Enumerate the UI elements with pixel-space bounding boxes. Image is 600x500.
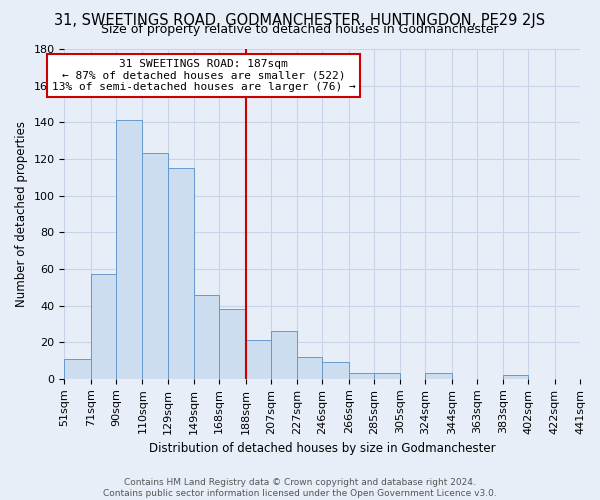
Text: Size of property relative to detached houses in Godmanchester: Size of property relative to detached ho… (101, 22, 499, 36)
Text: 31, SWEETINGS ROAD, GODMANCHESTER, HUNTINGDON, PE29 2JS: 31, SWEETINGS ROAD, GODMANCHESTER, HUNTI… (55, 12, 545, 28)
Bar (91, 274, 116, 379)
Bar (322, 362, 349, 379)
Bar (194, 294, 219, 379)
Bar (64, 358, 91, 379)
Bar (219, 309, 245, 379)
Bar (349, 374, 374, 379)
Bar (167, 168, 194, 379)
Bar (245, 340, 271, 379)
X-axis label: Distribution of detached houses by size in Godmanchester: Distribution of detached houses by size … (149, 442, 496, 455)
Bar (142, 154, 167, 379)
Bar (271, 331, 297, 379)
Bar (503, 375, 529, 379)
Bar (374, 374, 400, 379)
Bar (425, 374, 452, 379)
Y-axis label: Number of detached properties: Number of detached properties (15, 121, 28, 307)
Bar (116, 120, 142, 379)
Text: 31 SWEETINGS ROAD: 187sqm
← 87% of detached houses are smaller (522)
13% of semi: 31 SWEETINGS ROAD: 187sqm ← 87% of detac… (52, 59, 355, 92)
Text: Contains HM Land Registry data © Crown copyright and database right 2024.
Contai: Contains HM Land Registry data © Crown c… (103, 478, 497, 498)
Bar (297, 357, 322, 379)
